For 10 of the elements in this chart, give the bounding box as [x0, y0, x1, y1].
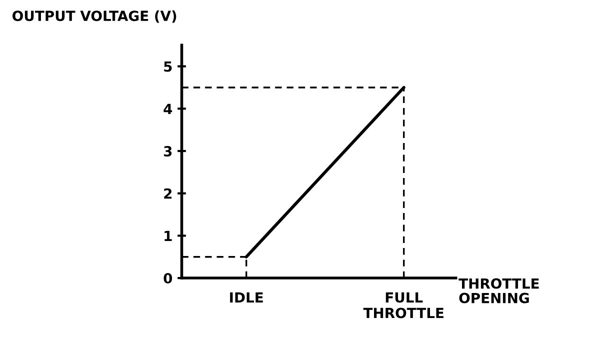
y-tick-label: 3 — [164, 146, 172, 156]
x-tick-label: IDLE — [230, 292, 263, 302]
y-tick-label: 5 — [164, 61, 172, 72]
y-tick-label: 2 — [164, 188, 172, 199]
x-axis-title: THROTTLE OPENING — [458, 278, 539, 304]
y-axis-title: OUTPUT VOLTAGE (V) — [12, 10, 176, 23]
x-tick-label: FULL THROTTLE — [363, 292, 444, 318]
y-tick-label: 1 — [164, 230, 172, 241]
y-tick-label: 4 — [164, 104, 172, 114]
y-tick-label: 0 — [164, 273, 172, 284]
